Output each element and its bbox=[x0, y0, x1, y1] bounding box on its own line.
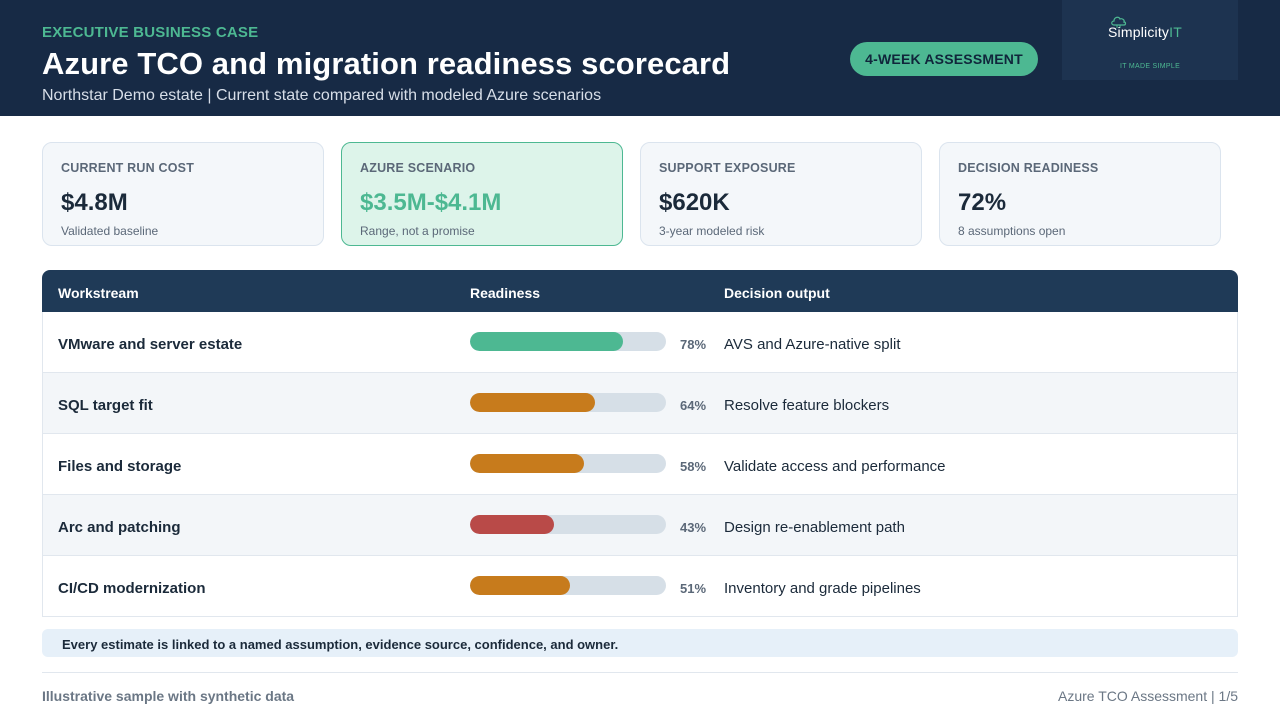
table-row: Arc and patching 43% Design re-enablemen… bbox=[42, 495, 1238, 556]
column-header-workstream: Workstream bbox=[58, 285, 139, 301]
footer-page-label: Azure TCO Assessment | 1/5 bbox=[1057, 688, 1238, 704]
logo-wordmark: SimplicityIT bbox=[1108, 24, 1182, 40]
readiness-bar-fill bbox=[470, 576, 570, 595]
table-header: Workstream Readiness Decision output bbox=[42, 270, 1238, 312]
readiness-bar-fill bbox=[470, 332, 623, 351]
workstream-name: Arc and patching bbox=[58, 519, 181, 536]
kpi-value: 72% bbox=[958, 189, 1007, 216]
logo bbox=[1062, 0, 1238, 80]
readiness-bar bbox=[470, 515, 666, 534]
kpi-note: 3-year modeled risk bbox=[659, 224, 765, 238]
decision-output: Inventory and grade pipelines bbox=[724, 580, 921, 597]
logo-name-main: Simplicity bbox=[1108, 24, 1170, 40]
logo-tagline: IT MADE SIMPLE bbox=[1119, 63, 1181, 70]
readiness-bar bbox=[470, 393, 666, 412]
assumption-note: Every estimate is linked to a named assu… bbox=[42, 629, 1238, 657]
readiness-percent: 64% bbox=[680, 398, 707, 413]
decision-output: Resolve feature blockers bbox=[724, 397, 890, 414]
kpi-label: CURRENT RUN COST bbox=[61, 161, 195, 175]
page-title: Azure TCO and migration readiness scorec… bbox=[42, 46, 731, 81]
workstream-name: VMware and server estate bbox=[58, 336, 243, 353]
kpi-value: $3.5M-$4.1M bbox=[360, 189, 502, 216]
decision-output: AVS and Azure-native split bbox=[724, 336, 901, 353]
assessment-badge: 4-WEEK ASSESSMENT bbox=[850, 42, 1038, 76]
column-header-output: Decision output bbox=[724, 285, 830, 301]
readiness-bar bbox=[470, 454, 666, 473]
readiness-bar-fill bbox=[470, 515, 555, 534]
kpi-card-support-exposure: SUPPORT EXPOSURE $620K 3-year modeled ri… bbox=[640, 142, 922, 246]
kpi-card-decision-readiness: DECISION READINESS 72% 8 assumptions ope… bbox=[939, 142, 1221, 246]
kpi-card-azure-scenario: AZURE SCENARIO $3.5M-$4.1M Range, not a … bbox=[341, 142, 623, 246]
readiness-bar-fill bbox=[470, 393, 596, 412]
kpi-label: SUPPORT EXPOSURE bbox=[659, 161, 796, 175]
readiness-bar bbox=[470, 576, 666, 595]
table-row: CI/CD modernization 51% Inventory and gr… bbox=[42, 556, 1238, 617]
cloud-icon bbox=[1111, 16, 1127, 28]
table-row: SQL target fit 64% Resolve feature block… bbox=[42, 373, 1238, 434]
footer-divider bbox=[42, 672, 1238, 673]
kpi-note: Validated baseline bbox=[61, 224, 159, 238]
logo-name-accent: IT bbox=[1169, 24, 1182, 40]
table-row: VMware and server estate 78% AVS and Azu… bbox=[42, 312, 1238, 373]
decision-output: Validate access and performance bbox=[724, 458, 946, 475]
decision-output: Design re-enablement path bbox=[724, 519, 905, 536]
kpi-value: $620K bbox=[659, 189, 730, 216]
footer-disclaimer: Illustrative sample with synthetic data bbox=[42, 688, 295, 704]
kpi-card-current-run-cost: CURRENT RUN COST $4.8M Validated baselin… bbox=[42, 142, 324, 246]
readiness-percent: 51% bbox=[680, 581, 707, 596]
readiness-bar-fill bbox=[470, 454, 584, 473]
eyebrow-label: EXECUTIVE BUSINESS CASE bbox=[42, 24, 259, 41]
table-row: Files and storage 58% Validate access an… bbox=[42, 434, 1238, 495]
workstream-name: CI/CD modernization bbox=[58, 580, 206, 597]
workstream-name: SQL target fit bbox=[58, 397, 153, 414]
readiness-percent: 58% bbox=[680, 459, 707, 474]
assumption-note-text: Every estimate is linked to a named assu… bbox=[62, 637, 619, 652]
kpi-note: Range, not a promise bbox=[360, 224, 475, 238]
kpi-value: $4.8M bbox=[61, 189, 128, 216]
column-header-readiness: Readiness bbox=[470, 285, 541, 301]
page-subtitle: Northstar Demo estate | Current state co… bbox=[42, 87, 602, 104]
readiness-percent: 78% bbox=[680, 337, 707, 352]
readiness-percent: 43% bbox=[680, 520, 707, 535]
kpi-label: DECISION READINESS bbox=[958, 161, 1099, 175]
kpi-note: 8 assumptions open bbox=[958, 224, 1066, 238]
kpi-label: AZURE SCENARIO bbox=[360, 161, 476, 175]
workstream-name: Files and storage bbox=[58, 458, 182, 475]
readiness-bar bbox=[470, 332, 666, 351]
